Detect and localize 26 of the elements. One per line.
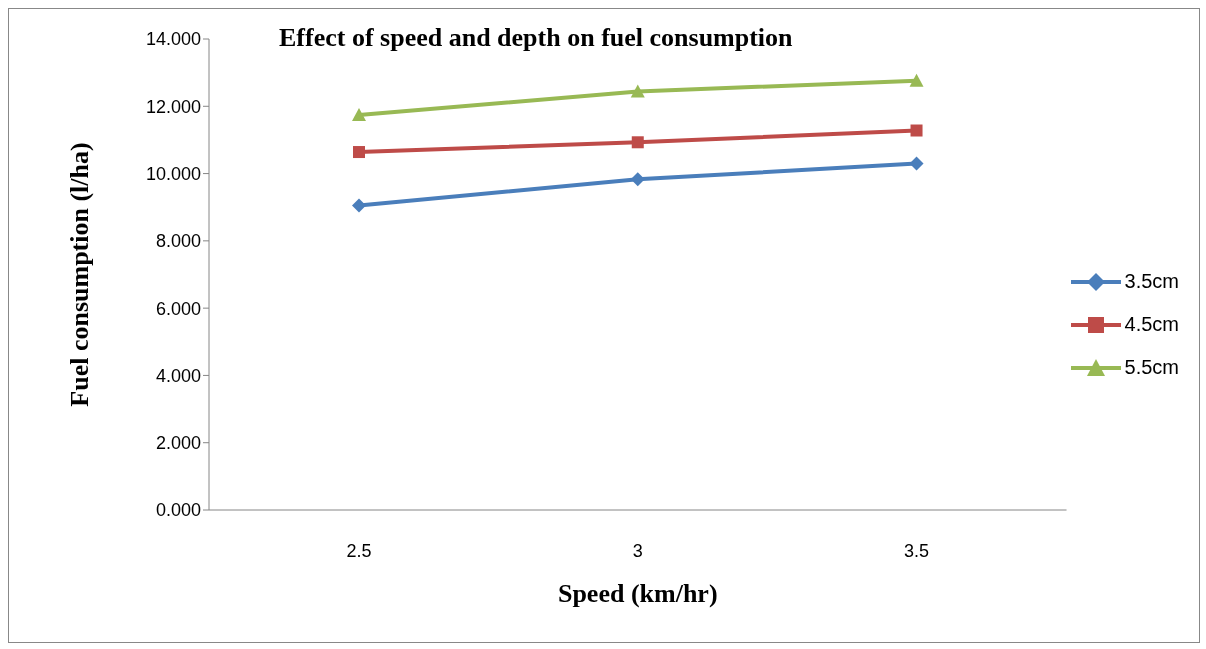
y-tick-label: 12.000: [145, 96, 201, 117]
y-tick-label: 14.000: [145, 29, 201, 50]
y-axis-title: Fuel consumption (l/ha): [65, 142, 95, 407]
point: [910, 124, 923, 137]
chart-title: Effect of speed and depth on fuel consumption: [279, 23, 793, 53]
y-tick-label: 8.000: [155, 231, 201, 252]
legend-label: 3.5cm: [1124, 270, 1179, 293]
point: [630, 84, 645, 98]
point: [631, 136, 644, 149]
y-tick-label: 4.000: [155, 365, 201, 386]
point: [352, 108, 366, 122]
x-axis-title: Speed (km/hr): [557, 579, 718, 608]
y-tick-label: 2.000: [155, 433, 201, 454]
point: [352, 198, 366, 213]
x-tick-label: 2.5: [346, 540, 372, 561]
y-tick-label: 10.000: [145, 163, 201, 184]
legend-label: 4.5cm: [1124, 313, 1179, 336]
point: [353, 146, 365, 159]
y-tick-label: 0.000: [155, 500, 201, 521]
legend-label: 5.5cm: [1124, 356, 1179, 379]
point: [909, 156, 924, 171]
y-tick-label: 6.000: [155, 298, 201, 319]
point: [909, 73, 924, 87]
x-tick-label: 3: [632, 540, 643, 561]
x-tick-label: 3.5: [904, 540, 930, 561]
point: [630, 172, 645, 187]
